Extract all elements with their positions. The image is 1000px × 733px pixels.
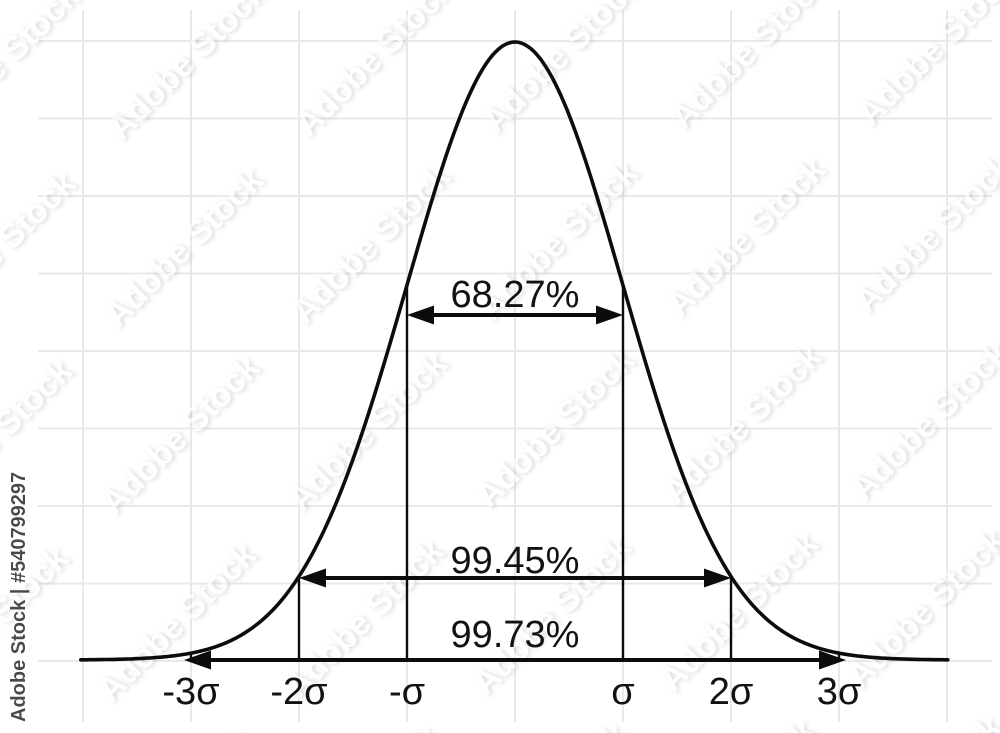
x-tick-label-4: 2σ [709,671,754,713]
adobe-stock-watermark-tile: Adobe Stock [461,716,635,733]
interval-percentage-label: 68.27% [451,274,580,316]
interval-2: 99.73% [184,614,846,670]
x-axis-tick-labels: -3σ -2σ -σ σ 2σ 3σ [162,671,861,713]
interval-arrows: 68.27% 99.45% 99.73% [184,274,846,670]
adobe-stock-watermark-tile: Adobe Stock [663,0,837,137]
adobe-stock-watermark-tile: Adobe Stock [97,161,271,335]
x-tick-label-1: -2σ [270,671,327,713]
adobe-stock-watermark-tile: Adobe Stock [284,157,458,331]
x-tick-label-2: -σ [389,671,425,713]
adobe-stock-watermark-tile: Adobe Stock [281,345,455,519]
arrow-head-right-icon [819,650,846,670]
adobe-stock-watermark-tile: Adobe Stock [850,0,1000,133]
x-tick-label-5: 3σ [817,671,862,713]
interval-0: 68.27% [407,274,623,325]
x-tick-label-0: -3σ [162,671,219,713]
adobe-stock-watermark-tile: Adobe Stock [93,348,267,522]
arrow-head-left-icon [407,305,434,325]
x-tick-label-3: σ [611,671,634,713]
adobe-stock-watermark-tile: Adobe Stock [649,712,823,733]
gaussian-curve [79,40,950,662]
adobe-stock-watermark-tile: Adobe Stock [0,727,73,733]
adobe-stock-watermark-tile: Adobe Stock [0,164,84,338]
adobe-stock-side-watermark: Adobe Stock | #540799297 [8,472,30,722]
interval-percentage-label: 99.45% [451,540,580,582]
adobe-stock-watermark-tile: Adobe Stock [288,0,462,144]
arrow-head-left-icon [184,650,211,670]
adobe-stock-watermark-tile: Adobe Stock [656,338,830,512]
adobe-stock-watermark-tile: Adobe Stock [843,334,1000,508]
adobe-stock-watermark-tile: Adobe Stock [839,522,1000,696]
interval-percentage-label: 99.73% [451,614,580,656]
adobe-stock-watermark-tile: Adobe Stock [659,150,833,324]
adobe-stock-watermark-tile: Adobe Stock [101,0,275,147]
sigma-connectors [189,285,841,660]
interval-1: 99.45% [299,540,731,588]
adobe-stock-watermark-tile: Adobe Stock [0,0,87,151]
arrow-head-left-icon [299,568,326,588]
arrow-head-right-icon [596,305,623,325]
adobe-stock-watermark-tile: Adobe Stock [86,723,260,733]
arrow-head-right-icon [704,568,731,588]
adobe-stock-watermark-tile: Adobe Stock [847,147,1000,321]
